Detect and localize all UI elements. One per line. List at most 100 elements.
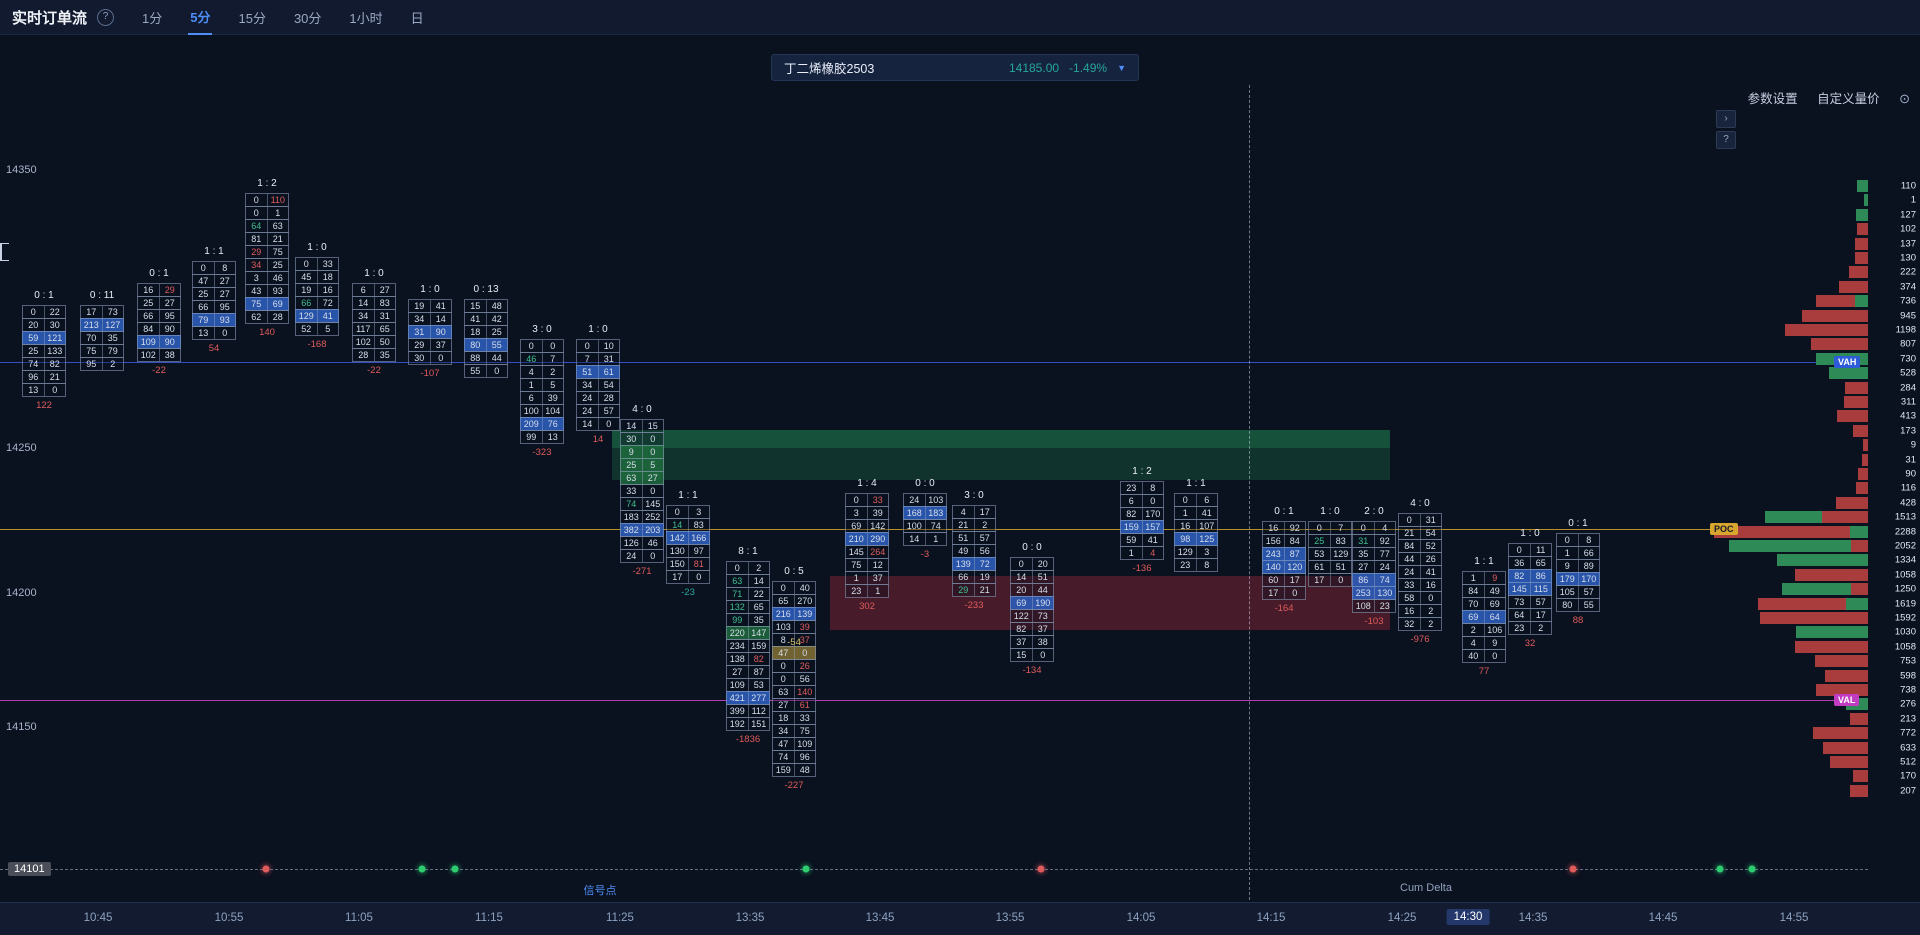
timeframe-tab[interactable]: 1分 — [142, 10, 163, 26]
bid-value: 24 — [1399, 566, 1421, 578]
ask-value: 39 — [872, 508, 883, 518]
footprint-cell: 0 11 — [1508, 543, 1552, 557]
footprint-column: 1 : 0 19 41 34 14 31 90 29 37 30 0 -107 — [408, 284, 452, 379]
footprint-cell: 14 83 — [666, 518, 710, 532]
footprint-cell: 30 0 — [620, 432, 664, 446]
bid-value: 82 — [1011, 623, 1033, 635]
ask-value: 18 — [322, 272, 333, 282]
footprint-cell: 63 27 — [620, 471, 664, 485]
bid-value: 46 — [521, 353, 543, 365]
column-imbalance-ratio: 1 : 0 — [420, 284, 440, 295]
bid-value: 34 — [577, 379, 599, 391]
profile-value: 2052 — [1894, 540, 1916, 552]
bid-value: 95 — [81, 358, 103, 370]
panel-collapse-button[interactable]: › — [1716, 110, 1736, 128]
bid-value: 1 — [846, 572, 868, 584]
timeframe-tab[interactable]: 30分 — [293, 10, 322, 26]
profile-value: 127 — [1900, 209, 1916, 221]
volume-profile-bar — [1729, 540, 1868, 552]
ask-value: 27 — [379, 285, 390, 295]
volume-profile-bar — [1813, 727, 1868, 740]
ask-value: 93 — [219, 315, 230, 325]
ask-value: 2 — [1538, 623, 1544, 633]
price-axis-label: 14350 — [6, 164, 37, 176]
footprint-cell: 14 15 — [620, 419, 664, 433]
footprint-cell: 70 35 — [80, 331, 124, 345]
column-imbalance-ratio: 1 : 0 — [588, 324, 608, 335]
panel-help-button[interactable]: ? — [1716, 131, 1736, 149]
timeframe-tab[interactable]: 15分 — [238, 10, 266, 26]
ask-value: 56 — [979, 546, 990, 556]
ask-value: 65 — [753, 602, 764, 612]
bid-value: 7 — [577, 353, 599, 365]
ask-value: 95 — [219, 302, 230, 312]
volume-profile-bar — [1852, 424, 1868, 437]
footprint-cell: 66 95 — [137, 309, 181, 323]
bid-value: 66 — [138, 310, 160, 322]
bid-value: 80 — [465, 339, 487, 351]
bid-value: 62 — [246, 311, 268, 323]
footprint-cell: 7 31 — [576, 352, 620, 366]
ask-value: 13 — [547, 432, 558, 442]
footprint-cell: 117 65 — [352, 322, 396, 336]
ask-value: 0 — [650, 447, 656, 457]
bid-value: 142 — [667, 532, 689, 544]
bid-value: 18 — [773, 712, 795, 724]
ask-value: 3 — [1204, 547, 1210, 557]
bid-value: 150 — [667, 558, 689, 570]
ask-value: 170 — [1581, 574, 1597, 584]
volume-profile-bar — [1785, 324, 1868, 336]
ask-value: 21 — [49, 372, 60, 382]
ask-value: 170 — [1145, 509, 1161, 519]
footprint-cell: 130 97 — [666, 544, 710, 558]
bid-value: 6 — [521, 392, 543, 404]
bid-value: 0 — [773, 660, 795, 672]
footprint-cell: 192 151 — [726, 717, 770, 731]
ask-value: 77 — [1379, 549, 1390, 559]
column-imbalance-ratio: 1 : 0 — [307, 242, 327, 253]
footprint-cell: 43 93 — [245, 284, 289, 298]
profile-value: 598 — [1900, 670, 1916, 682]
bid-value: 109 — [727, 679, 749, 691]
bid-value: 43 — [246, 285, 268, 297]
column-delta: -323 — [532, 447, 552, 458]
signal-panel-label[interactable]: 信号点 — [583, 885, 617, 897]
bid-value: 129 — [296, 310, 318, 322]
param-settings-link[interactable]: 参数设置 — [1747, 92, 1798, 106]
signal-marker — [262, 865, 270, 873]
vah-badge: VAH — [1834, 356, 1861, 368]
bid-value: 179 — [1557, 573, 1579, 585]
footprint-cell: 75 79 — [80, 344, 124, 358]
ask-value: 72 — [322, 298, 333, 308]
ask-value: 0 — [1338, 575, 1344, 585]
bid-value: 44 — [1399, 553, 1421, 565]
help-icon[interactable]: ? — [97, 8, 115, 26]
ask-value: 84 — [1289, 536, 1300, 546]
bid-value: 102 — [138, 349, 160, 361]
ask-value: 9 — [1492, 638, 1498, 648]
instrument-selector[interactable]: 丁二烯橡胶2503 14185.00 -1.49% ▼ — [771, 54, 1139, 81]
bid-value: 63 — [621, 472, 643, 484]
footprint-cell: 0 26 — [772, 659, 816, 673]
profile-value: 2288 — [1894, 526, 1916, 538]
timeframe-tab[interactable]: 1小时 — [349, 10, 383, 26]
footprint-cell: 0 56 — [772, 672, 816, 686]
footprint-cell: 179 170 — [1556, 572, 1600, 586]
gear-icon[interactable]: ⊙ — [1899, 91, 1910, 106]
column-imbalance-ratio: 0 : 1 — [34, 290, 54, 301]
bid-value: 3 — [846, 507, 868, 519]
bid-value: 25 — [1309, 535, 1331, 547]
profile-value: 207 — [1900, 785, 1916, 797]
column-imbalance-ratio: 0 : 0 — [915, 478, 935, 489]
footprint-cell: 31 90 — [408, 325, 452, 339]
footprint-column: 1 : 4 0 33 3 39 69 142 210 290 145 264 75 12 1 37 23 1 30… — [845, 478, 889, 612]
custom-volprice-link[interactable]: 自定义量价 — [1817, 92, 1880, 106]
timeframe-tab[interactable]: 5分 — [188, 0, 213, 35]
timeframe-tab[interactable]: 日 — [410, 10, 424, 26]
ask-value: 0 — [1292, 588, 1298, 598]
ask-value: 277 — [751, 693, 767, 703]
footprint-cell: 216 139 — [772, 607, 816, 621]
column-imbalance-ratio: 0 : 1 — [1568, 518, 1588, 529]
bid-value: 100 — [521, 405, 543, 417]
